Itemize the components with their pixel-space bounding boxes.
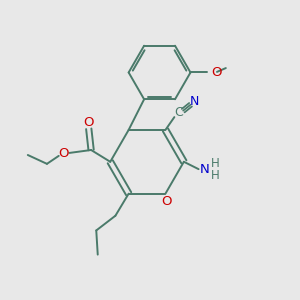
Text: O: O [83, 116, 94, 129]
Text: O: O [162, 194, 172, 208]
Text: C: C [174, 106, 183, 119]
Text: H: H [211, 157, 220, 170]
Text: N: N [190, 95, 199, 108]
Text: H: H [211, 169, 220, 182]
Text: O: O [212, 66, 222, 79]
Text: N: N [200, 163, 210, 176]
Text: O: O [58, 147, 69, 160]
